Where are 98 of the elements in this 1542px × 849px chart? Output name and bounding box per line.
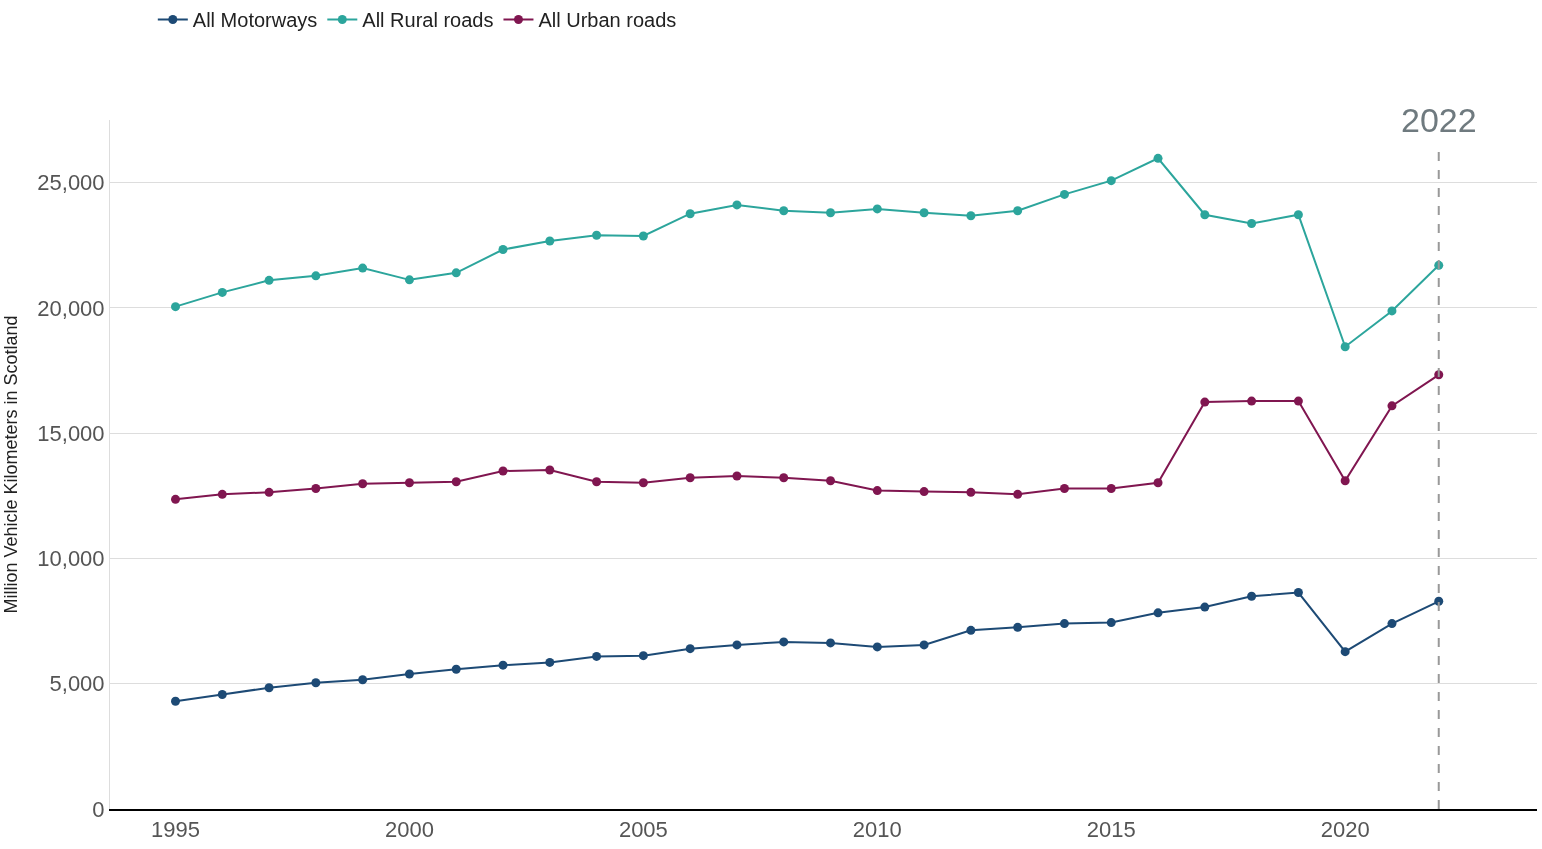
y-tick-label: 0: [92, 796, 105, 822]
legend-label: All Motorways: [192, 9, 318, 32]
point: [1059, 189, 1069, 199]
point: [872, 486, 882, 496]
point: [404, 669, 414, 679]
point: [1293, 588, 1303, 598]
point: [826, 476, 836, 486]
point: [451, 477, 461, 487]
ref-line-label: 2022: [1401, 101, 1477, 139]
point: [685, 473, 695, 483]
point: [545, 465, 555, 475]
point: [1387, 306, 1397, 316]
point: [217, 287, 227, 297]
point: [358, 675, 368, 685]
point: [1247, 396, 1257, 406]
point: [919, 487, 929, 497]
point: [264, 275, 274, 285]
point: [498, 660, 508, 670]
x-tick-label: 2005: [618, 817, 668, 843]
point: [217, 489, 227, 499]
y-tick-label: 10,000: [37, 546, 105, 572]
point: [1153, 608, 1163, 618]
y-tick-label: 25,000: [37, 170, 105, 196]
point: [311, 678, 321, 688]
point: [779, 637, 789, 647]
point: [966, 625, 976, 635]
point: [919, 640, 929, 650]
point: [311, 271, 321, 281]
point: [1013, 622, 1023, 632]
x-tick-label: 2000: [384, 817, 434, 843]
point: [826, 638, 836, 648]
x-tick-label: 2020: [1320, 817, 1370, 843]
point: [919, 208, 929, 218]
point: [966, 487, 976, 497]
point: [638, 478, 648, 488]
point: [1153, 153, 1163, 163]
point: [1059, 484, 1069, 494]
point: [1293, 210, 1303, 220]
x-tick-label: 2010: [852, 817, 902, 843]
point: [1340, 342, 1350, 352]
y-axis-title: Million Vehicle Kilometers in Scotland: [0, 315, 21, 614]
point: [171, 302, 180, 312]
point: [311, 484, 321, 494]
point: [1200, 602, 1210, 612]
point: [545, 236, 555, 246]
point: [966, 211, 976, 221]
point: [1200, 397, 1210, 407]
point: [685, 209, 695, 219]
point: [451, 268, 461, 278]
point: [592, 477, 602, 487]
point: [779, 473, 789, 483]
point: [1013, 489, 1023, 499]
y-tick-label: 20,000: [37, 295, 105, 321]
point: [264, 487, 274, 497]
point: [217, 690, 227, 699]
point: [498, 245, 508, 255]
y-tick-label: 15,000: [37, 420, 105, 446]
point: [498, 466, 508, 476]
point: [358, 479, 368, 489]
point: [638, 651, 648, 661]
point: [872, 642, 882, 652]
x-tick-label: 2015: [1086, 817, 1136, 843]
point: [1247, 218, 1257, 228]
point: [1293, 396, 1303, 406]
point: [826, 208, 836, 218]
point: [779, 206, 789, 216]
point: [1247, 591, 1257, 601]
point: [1340, 476, 1350, 486]
y-tick-label: 5,000: [49, 671, 105, 697]
point: [171, 494, 180, 504]
legend-label: All Urban roads: [538, 9, 677, 32]
point: [732, 471, 742, 481]
point: [404, 478, 414, 488]
legend-label: All Rural roads: [362, 9, 494, 32]
point: [592, 230, 602, 240]
point: [638, 231, 648, 241]
point: [1387, 401, 1397, 411]
point: [451, 664, 461, 674]
point: [545, 657, 555, 667]
point: [872, 204, 882, 214]
point: [1106, 484, 1116, 494]
point: [732, 640, 742, 650]
point: [1059, 619, 1069, 629]
point: [1387, 619, 1397, 629]
point: [1106, 618, 1116, 628]
point: [1106, 176, 1116, 186]
point: [592, 651, 602, 661]
point: [732, 200, 742, 210]
point: [358, 263, 368, 273]
point: [685, 644, 695, 654]
point: [171, 696, 180, 706]
point: [1340, 647, 1350, 657]
point: [1153, 478, 1163, 488]
point: [1200, 210, 1210, 220]
point: [264, 683, 274, 693]
point: [1013, 206, 1023, 216]
point: [404, 275, 414, 285]
x-tick-label: 1995: [151, 817, 200, 843]
